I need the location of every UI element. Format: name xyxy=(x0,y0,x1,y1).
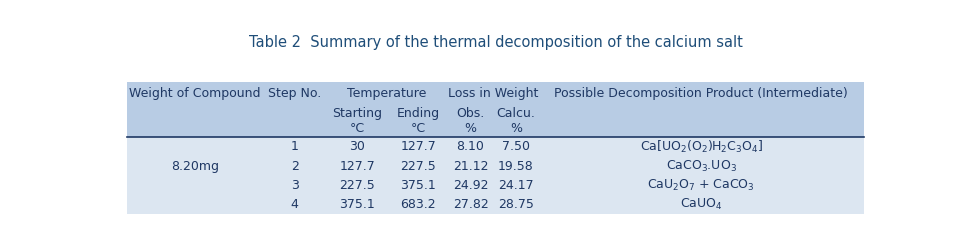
Text: °C: °C xyxy=(411,122,425,135)
Text: Loss in Weight: Loss in Weight xyxy=(448,87,539,100)
Text: 3: 3 xyxy=(291,179,299,192)
Bar xyxy=(127,82,864,137)
Text: °C: °C xyxy=(350,122,365,135)
Text: CaCO$_3$.UO$_3$: CaCO$_3$.UO$_3$ xyxy=(666,159,737,174)
Text: 24.92: 24.92 xyxy=(453,179,488,192)
Text: Step No.: Step No. xyxy=(268,87,321,100)
Text: %: % xyxy=(464,122,477,135)
Text: Starting: Starting xyxy=(333,107,382,121)
Text: 21.12: 21.12 xyxy=(453,160,488,173)
Bar xyxy=(127,82,864,214)
Text: Possible Decomposition Product (Intermediate): Possible Decomposition Product (Intermed… xyxy=(554,87,848,100)
Text: 4: 4 xyxy=(291,198,299,211)
Text: Ca[UO$_2$(O$_2$)H$_2$C$_3$O$_4$]: Ca[UO$_2$(O$_2$)H$_2$C$_3$O$_4$] xyxy=(640,139,763,155)
Text: 8.10: 8.10 xyxy=(456,140,484,154)
Text: 227.5: 227.5 xyxy=(400,160,436,173)
Text: 28.75: 28.75 xyxy=(498,198,534,211)
Text: 375.1: 375.1 xyxy=(339,198,375,211)
Text: Table 2  Summary of the thermal decomposition of the calcium salt: Table 2 Summary of the thermal decomposi… xyxy=(249,35,743,50)
Text: %: % xyxy=(510,122,522,135)
Text: CaUO$_4$: CaUO$_4$ xyxy=(680,197,722,212)
Text: 127.7: 127.7 xyxy=(339,160,375,173)
Text: Weight of Compound: Weight of Compound xyxy=(130,87,261,100)
Text: 24.17: 24.17 xyxy=(498,179,534,192)
Text: 127.7: 127.7 xyxy=(400,140,436,154)
Text: 683.2: 683.2 xyxy=(400,198,436,211)
Text: 2: 2 xyxy=(291,160,299,173)
Text: Ending: Ending xyxy=(396,107,440,121)
Text: 1: 1 xyxy=(291,140,299,154)
Text: 30: 30 xyxy=(349,140,366,154)
Text: Obs.: Obs. xyxy=(456,107,484,121)
Text: Temperature: Temperature xyxy=(347,87,426,100)
Text: 375.1: 375.1 xyxy=(400,179,436,192)
Text: 227.5: 227.5 xyxy=(339,179,375,192)
Text: 7.50: 7.50 xyxy=(502,140,530,154)
Text: Calcu.: Calcu. xyxy=(496,107,536,121)
Text: 19.58: 19.58 xyxy=(498,160,534,173)
Text: 8.20mg: 8.20mg xyxy=(171,160,220,173)
Text: CaU$_2$O$_7$ + CaCO$_3$: CaU$_2$O$_7$ + CaCO$_3$ xyxy=(648,178,755,193)
Text: 27.82: 27.82 xyxy=(453,198,488,211)
